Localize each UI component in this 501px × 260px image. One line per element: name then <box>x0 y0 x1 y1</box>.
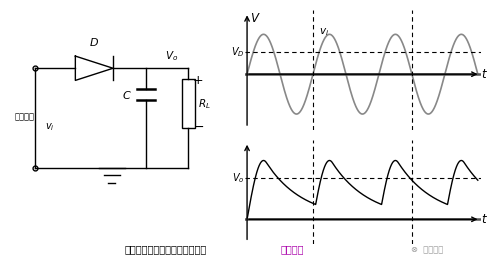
Text: 电容输出的二极管半波整流电路: 电容输出的二极管半波整流电路 <box>124 245 206 255</box>
Text: $V$: $V$ <box>249 12 261 25</box>
Text: $V_o$: $V_o$ <box>232 171 245 185</box>
Text: ⊗  电源联盟: ⊗ 电源联盟 <box>411 245 443 254</box>
Text: $D$: $D$ <box>89 36 99 48</box>
Text: $v_i$: $v_i$ <box>320 26 330 37</box>
Text: +: + <box>193 74 204 87</box>
Text: $V_D$: $V_D$ <box>231 45 245 59</box>
Text: $R_L$: $R_L$ <box>198 97 211 110</box>
Text: 仿真演示: 仿真演示 <box>281 245 304 255</box>
Text: 交流电源: 交流电源 <box>14 112 34 121</box>
Bar <box>182 79 195 128</box>
Text: $t$: $t$ <box>481 213 488 226</box>
Text: $t$: $t$ <box>481 68 488 81</box>
Text: $v_i$: $v_i$ <box>45 121 54 133</box>
Text: $-$: $-$ <box>193 120 204 133</box>
Text: $V_o$: $V_o$ <box>165 49 178 63</box>
Text: $C$: $C$ <box>122 89 131 101</box>
